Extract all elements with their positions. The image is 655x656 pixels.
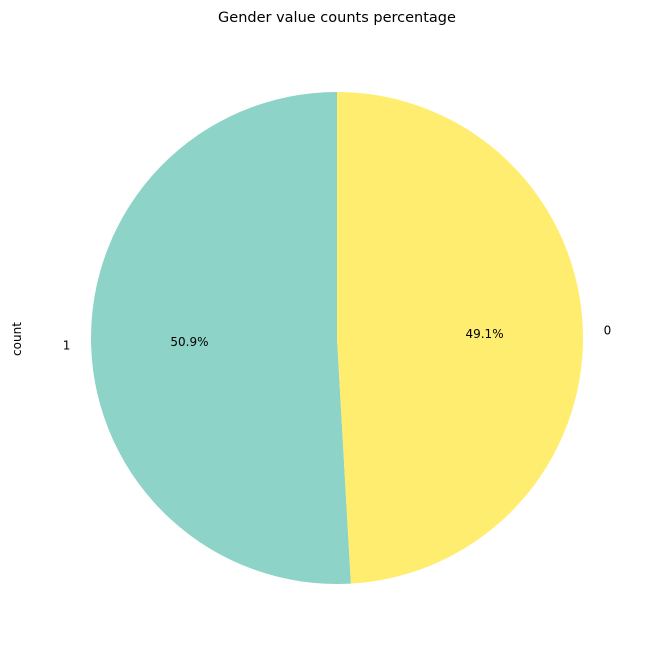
category-label-0: 0 bbox=[604, 323, 612, 337]
pie-slice-0 bbox=[337, 92, 583, 584]
pie-labels: 1 50.9% 0 49.1% bbox=[63, 323, 612, 352]
y-axis-label: count bbox=[10, 322, 24, 356]
pie-slices bbox=[90, 92, 583, 585]
chart-title: Gender value counts percentage bbox=[218, 10, 456, 26]
category-label-1: 1 bbox=[63, 339, 71, 353]
percent-label-1: 50.9% bbox=[170, 335, 208, 349]
percent-label-0: 49.1% bbox=[465, 327, 503, 341]
pie-slice-1 bbox=[90, 92, 351, 585]
